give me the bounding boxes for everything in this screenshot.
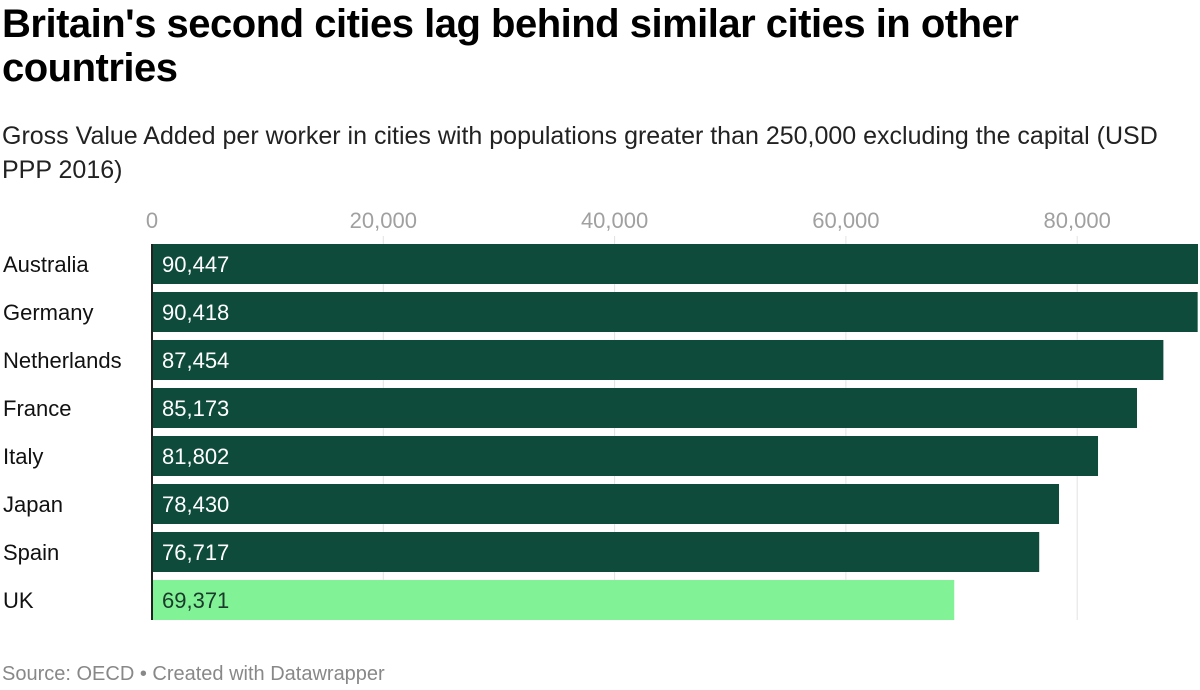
category-label: Australia [3,252,89,277]
x-tick-label: 20,000 [350,208,417,233]
value-label: 90,418 [162,300,229,325]
value-label: 90,447 [162,252,229,277]
value-label: 69,371 [162,588,229,613]
chart-subtitle: Gross Value Added per worker in cities w… [2,122,1158,184]
category-label: Italy [3,444,43,469]
bar-australia [152,244,1198,284]
category-label: Spain [3,540,59,565]
x-tick-label: 80,000 [1044,208,1111,233]
x-tick-label: 0 [146,208,158,233]
value-label: 85,173 [162,396,229,421]
value-label: 78,430 [162,492,229,517]
bar-uk [152,580,955,620]
x-tick-label: 40,000 [581,208,648,233]
value-label: 76,717 [162,540,229,565]
chart-title: Britain's second cities lag behind simil… [2,2,1019,90]
bar-netherlands [152,340,1164,380]
category-label: Germany [3,300,93,325]
category-label: UK [3,588,34,613]
category-label: Netherlands [3,348,122,373]
value-label: 87,454 [162,348,229,373]
bar-japan [152,484,1060,524]
chart-source: Source: OECD • Created with Datawrapper [2,663,385,685]
bar-france [152,388,1138,428]
value-label: 81,802 [162,444,229,469]
x-tick-label: 60,000 [812,208,879,233]
bar-italy [152,436,1099,476]
bar-spain [152,532,1040,572]
bar-germany [152,292,1198,332]
category-label: France [3,396,71,421]
category-label: Japan [3,492,63,517]
